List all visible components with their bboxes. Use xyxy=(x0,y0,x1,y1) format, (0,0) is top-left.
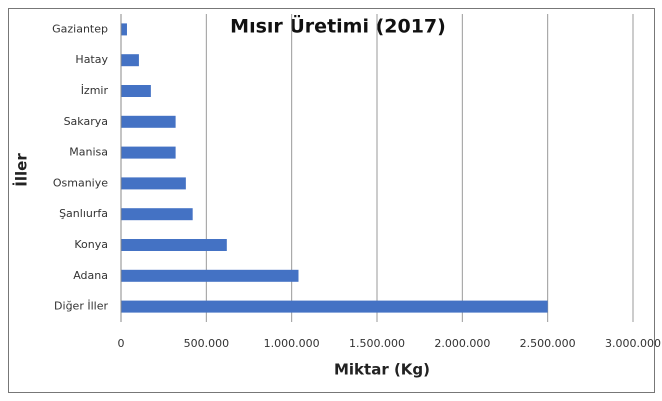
chart-frame xyxy=(8,8,655,393)
bar xyxy=(121,85,151,97)
x-tick-label: 1.000.000 xyxy=(264,337,320,350)
bar xyxy=(121,23,127,36)
bar xyxy=(121,239,227,251)
bar xyxy=(121,269,299,282)
bar xyxy=(121,300,548,313)
y-tick-label: Manisa xyxy=(69,146,108,159)
bar xyxy=(121,115,176,128)
y-tick-label: Osmaniye xyxy=(53,176,108,189)
bar xyxy=(121,54,139,67)
x-axis-label: Miktar (Kg) xyxy=(334,361,430,379)
bar xyxy=(121,146,176,159)
x-tick-label: 0 xyxy=(118,337,125,350)
y-tick-label: Hatay xyxy=(75,53,108,66)
y-tick-label: İzmir xyxy=(81,84,109,97)
x-tick-label: 2.500.000 xyxy=(520,337,576,350)
x-tick-label: 1.500.000 xyxy=(349,337,405,350)
y-tick-label: Konya xyxy=(74,238,108,251)
chart-title: Mısır Üretimi (2017) xyxy=(230,14,446,38)
bar xyxy=(121,177,186,190)
x-tick-label: 500.000 xyxy=(184,337,230,350)
y-tick-label: Diğer İller xyxy=(54,300,108,313)
x-tick-label: 2.000.000 xyxy=(434,337,490,350)
y-tick-label: Gaziantep xyxy=(52,22,108,35)
bar xyxy=(121,208,193,221)
y-axis-label: İller xyxy=(12,153,31,187)
x-tick-label: 3.000.000 xyxy=(605,337,661,350)
y-tick-label: Sakarya xyxy=(64,115,108,128)
y-tick-label: Adana xyxy=(73,269,108,282)
y-tick-label: Şanlıurfa xyxy=(59,207,108,220)
